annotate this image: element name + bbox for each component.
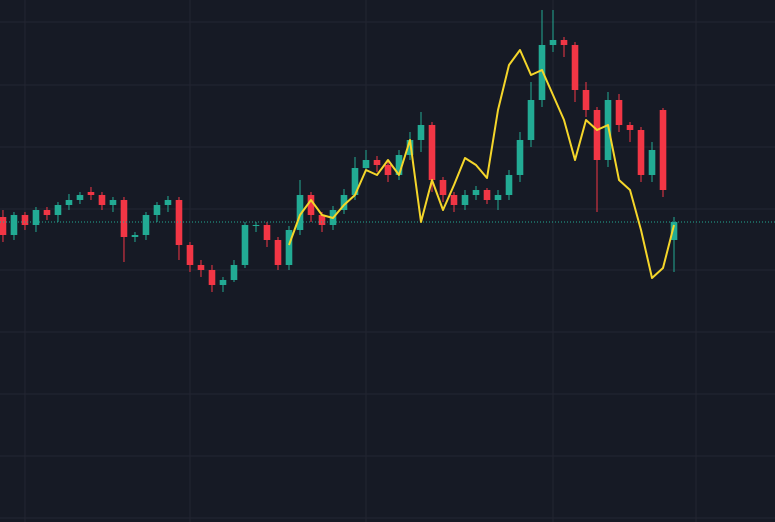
candle-body bbox=[285, 230, 293, 265]
candle-body bbox=[109, 200, 117, 205]
candle-body bbox=[263, 225, 271, 240]
overlay-line bbox=[288, 49, 675, 279]
candle-body bbox=[318, 215, 326, 225]
candle-body bbox=[230, 265, 238, 280]
candle-body bbox=[65, 200, 73, 205]
candle-body bbox=[98, 195, 106, 205]
candle-body bbox=[395, 155, 403, 175]
candle-body bbox=[208, 270, 216, 285]
candle-body bbox=[516, 140, 524, 175]
candle-body bbox=[87, 192, 95, 195]
candle-body bbox=[406, 140, 414, 155]
candle-body bbox=[659, 110, 667, 190]
candle-body bbox=[131, 235, 139, 237]
candle-body bbox=[626, 125, 634, 130]
candle-body bbox=[582, 90, 590, 110]
candle-body bbox=[120, 200, 128, 237]
candle-body bbox=[219, 280, 227, 285]
candle-body bbox=[428, 125, 436, 180]
candle-body bbox=[615, 100, 623, 125]
candle-body bbox=[54, 205, 62, 215]
candle-body bbox=[494, 195, 502, 200]
candle-body bbox=[461, 195, 469, 205]
candle-body bbox=[648, 150, 656, 175]
candle-body bbox=[593, 110, 601, 160]
candle-body bbox=[32, 210, 40, 225]
candle-body bbox=[43, 210, 51, 215]
candle-body bbox=[439, 180, 447, 195]
candle-body bbox=[362, 160, 370, 168]
candle-body bbox=[549, 40, 557, 45]
candle-body bbox=[164, 200, 172, 205]
candle-body bbox=[560, 40, 568, 45]
candle-body bbox=[186, 245, 194, 265]
candle-body bbox=[197, 265, 205, 270]
candle-body bbox=[571, 45, 579, 90]
candle-body bbox=[538, 45, 546, 100]
candle-body bbox=[527, 100, 535, 140]
candle-body bbox=[637, 130, 645, 175]
candle-body bbox=[142, 215, 150, 235]
candle-body bbox=[417, 125, 425, 140]
candle-body bbox=[384, 165, 392, 175]
candle-body bbox=[472, 190, 480, 195]
candle-body bbox=[450, 195, 458, 205]
candle-body bbox=[351, 168, 359, 195]
candle-body bbox=[76, 195, 84, 200]
candle-body bbox=[241, 225, 249, 265]
candle-body bbox=[373, 160, 381, 165]
candle-body bbox=[670, 222, 678, 240]
candle-body bbox=[153, 205, 161, 215]
candle-body bbox=[505, 175, 513, 195]
candle-body bbox=[21, 215, 29, 225]
candle-body bbox=[252, 225, 260, 226]
candle-body bbox=[274, 240, 282, 265]
candle-body bbox=[10, 215, 18, 235]
candle-body bbox=[0, 217, 7, 235]
candle-body bbox=[296, 195, 304, 230]
candle-body bbox=[307, 195, 315, 215]
candle-body bbox=[483, 190, 491, 200]
candle-body bbox=[175, 200, 183, 245]
candle-body bbox=[340, 195, 348, 210]
